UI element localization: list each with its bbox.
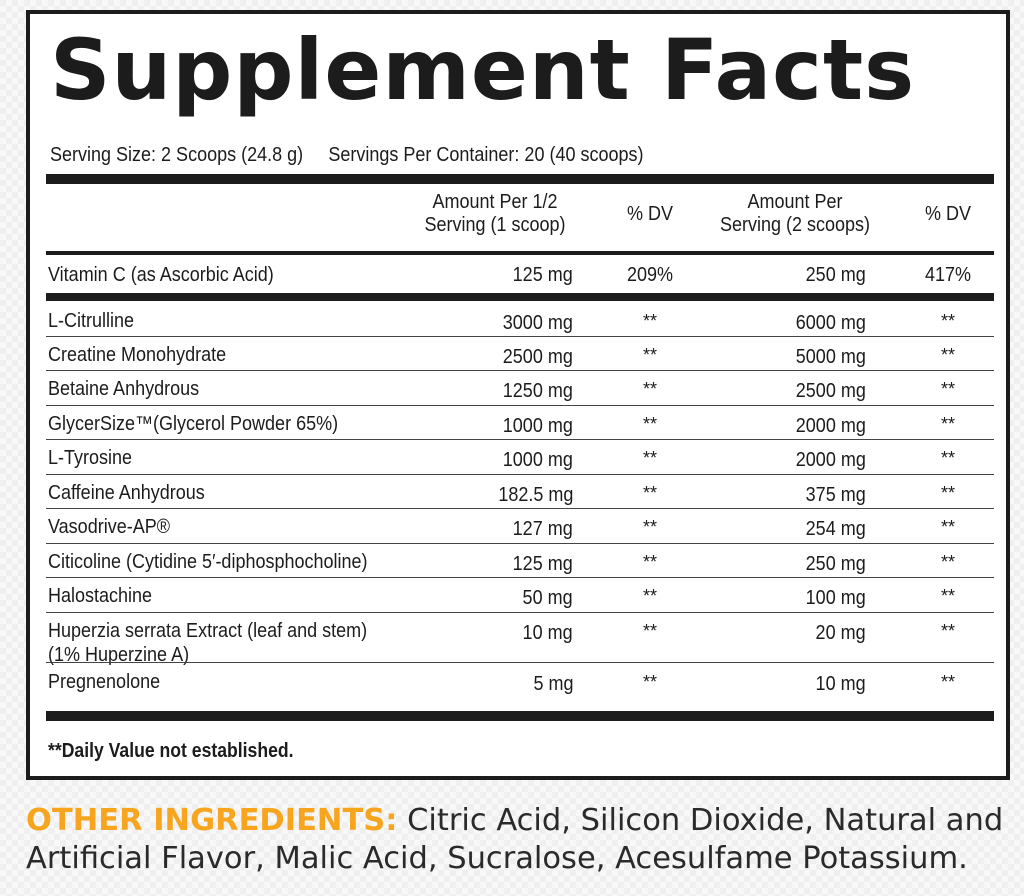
ingredient-name: Pregnenolone	[48, 671, 161, 693]
ingredient-dv-full: **	[940, 586, 955, 606]
thick-rule-top	[46, 174, 994, 184]
ingredient-amount-full: 20 mg	[815, 622, 866, 644]
thick-rule-vitamins	[46, 293, 994, 301]
vitamin-c-amount-full: 250 mg	[805, 264, 866, 286]
row-divider	[46, 405, 994, 406]
ingredient-dv-half: **	[642, 414, 657, 434]
ingredient-name: L-Citrulline	[48, 310, 135, 332]
vitamin-c-dv-full: 417%	[924, 264, 972, 286]
ingredient-amount-half: 125 mg	[512, 553, 573, 575]
row-divider	[46, 336, 994, 337]
vitamin-c-name: Vitamin C (as Ascorbic Acid)	[48, 264, 274, 286]
ingredient-amount-half: 1000 mg	[502, 449, 573, 471]
ingredient-amount-half: 2500 mg	[502, 346, 573, 368]
supplement-facts-panel: Supplement Facts Serving Size: 2 Scoops …	[26, 10, 1010, 780]
ingredient-amount-full: 6000 mg	[795, 312, 866, 334]
row-divider	[46, 508, 994, 509]
ingredient-name: Citicoline (Cytidine 5′-diphosphocholine…	[48, 551, 368, 573]
ingredient-dv-half: **	[642, 311, 657, 331]
ingredient-dv-half: **	[642, 621, 657, 641]
ingredient-name: L-Tyrosine	[48, 447, 133, 469]
vitamin-c-dv-half: 209%	[626, 264, 674, 286]
servings-per-container: Servings Per Container: 20 (40 scoops)	[328, 144, 644, 166]
ingredient-amount-full: 2500 mg	[795, 380, 866, 402]
row-divider	[46, 577, 994, 578]
ingredient-dv-half: **	[642, 483, 657, 503]
ingredient-dv-half: **	[642, 379, 657, 399]
header-amount-full: Amount Per Serving (2 scoops)	[719, 191, 871, 236]
row-divider	[46, 543, 994, 544]
ingredient-dv-half: **	[642, 552, 657, 572]
header-dv-half: % DV	[626, 203, 674, 225]
other-ingredients-text: Citric Acid, Silicon Dioxide, Natural an…	[26, 803, 1004, 876]
ingredient-dv-half: **	[642, 448, 657, 468]
ingredient-amount-half: 127 mg	[512, 518, 573, 540]
page-title: Supplement Facts	[50, 21, 916, 119]
ingredient-amount-half: 10 mg	[522, 622, 573, 644]
row-divider	[46, 474, 994, 475]
ingredient-dv-half: **	[642, 586, 657, 606]
ingredient-dv-full: **	[940, 672, 955, 692]
ingredient-name: Betaine Anhydrous	[48, 378, 200, 400]
other-ingredients: OTHER INGREDIENTS: Citric Acid, Silicon …	[26, 802, 1016, 878]
ingredient-dv-half: **	[642, 672, 657, 692]
header-dv-full: % DV	[924, 203, 972, 225]
ingredient-dv-full: **	[940, 311, 955, 331]
ingredient-amount-full: 2000 mg	[795, 449, 866, 471]
ingredient-amount-full: 2000 mg	[795, 415, 866, 437]
ingredient-dv-full: **	[940, 621, 955, 641]
ingredient-amount-full: 250 mg	[805, 553, 866, 575]
row-divider	[46, 612, 994, 613]
ingredient-dv-half: **	[642, 517, 657, 537]
ingredient-amount-full: 5000 mg	[795, 346, 866, 368]
header-rule	[46, 251, 994, 255]
thick-rule-bottom	[46, 711, 994, 721]
ingredient-name: Creatine Monohydrate	[48, 344, 227, 366]
serving-info: Serving Size: 2 Scoops (24.8 g) Servings …	[50, 144, 644, 167]
ingredient-dv-full: **	[940, 448, 955, 468]
ingredient-amount-half: 1250 mg	[502, 380, 573, 402]
vitamin-c-amount-half: 125 mg	[512, 264, 573, 286]
other-ingredients-label: OTHER INGREDIENTS:	[26, 803, 398, 838]
footnote: **Daily Value not established.	[48, 740, 294, 762]
ingredient-name: Caffeine Anhydrous	[48, 482, 205, 504]
row-divider	[46, 662, 994, 663]
ingredient-amount-half: 182.5 mg	[497, 484, 573, 506]
ingredient-name: Vasodrive-AP®	[48, 516, 170, 538]
ingredient-dv-half: **	[642, 345, 657, 365]
ingredient-dv-full: **	[940, 345, 955, 365]
ingredient-dv-full: **	[940, 379, 955, 399]
ingredient-amount-full: 375 mg	[805, 484, 866, 506]
serving-size: Serving Size: 2 Scoops (24.8 g)	[50, 144, 304, 166]
ingredient-amount-full: 100 mg	[805, 587, 866, 609]
ingredient-dv-full: **	[940, 414, 955, 434]
ingredient-name: Halostachine	[48, 585, 153, 607]
ingredient-amount-half: 1000 mg	[502, 415, 573, 437]
ingredient-name: Huperzia serrata Extract (leaf and stem)…	[48, 620, 368, 666]
row-divider	[46, 439, 994, 440]
ingredient-dv-full: **	[940, 552, 955, 572]
ingredient-dv-full: **	[940, 517, 955, 537]
ingredient-amount-half: 3000 mg	[502, 312, 573, 334]
header-amount-half: Amount Per 1/2 Serving (1 scoop)	[424, 191, 566, 236]
ingredient-amount-half: 50 mg	[522, 587, 573, 609]
ingredient-amount-half: 5 mg	[532, 673, 573, 695]
ingredient-amount-full: 254 mg	[805, 518, 866, 540]
row-divider	[46, 370, 994, 371]
ingredient-amount-full: 10 mg	[815, 673, 866, 695]
ingredient-name: GlycerSize™(Glycerol Powder 65%)	[48, 413, 339, 435]
ingredient-dv-full: **	[940, 483, 955, 503]
